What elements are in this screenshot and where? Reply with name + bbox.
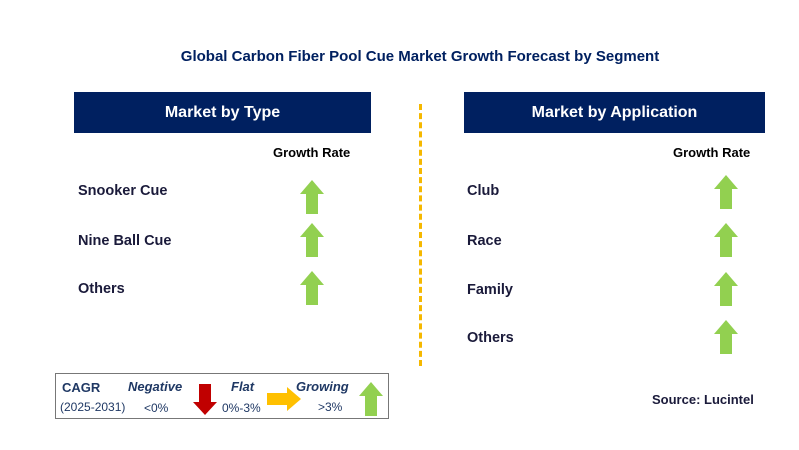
type-label-nine-ball-cue: Nine Ball Cue xyxy=(78,233,172,249)
dashed-divider xyxy=(419,104,422,366)
flat-right-arrow-icon xyxy=(267,387,301,411)
application-label-race: Race xyxy=(467,233,502,249)
growth-up-arrow-icon xyxy=(300,180,324,214)
legend-negative-label: Negative xyxy=(128,379,183,394)
legend-flat-range: 0%-3% xyxy=(222,401,261,415)
legend-negative-range: <0% xyxy=(144,401,169,415)
market-by-application-header: Market by Application xyxy=(464,92,765,133)
type-label-others: Others xyxy=(78,281,125,297)
market-by-type-header: Market by Type xyxy=(74,92,371,133)
growth-up-arrow-icon xyxy=(714,175,738,209)
legend-cagr: CAGR xyxy=(62,380,101,395)
growth-up-arrow-icon xyxy=(300,223,324,257)
cagr-legend: CAGR (2025-2031) Negative <0% Flat 0%-3%… xyxy=(55,373,389,419)
application-label-family: Family xyxy=(467,282,513,298)
growth-up-arrow-icon xyxy=(714,223,738,257)
negative-down-arrow-icon xyxy=(193,384,217,415)
chart-title: Global Carbon Fiber Pool Cue Market Grow… xyxy=(180,48,660,65)
growth-up-arrow-icon xyxy=(300,271,324,305)
growing-up-arrow-icon xyxy=(359,382,383,416)
growth-up-arrow-icon xyxy=(714,272,738,306)
application-label-club: Club xyxy=(467,183,500,199)
legend-growing-label: Growing xyxy=(296,379,349,394)
source-label: Source: Lucintel xyxy=(652,392,754,407)
legend-flat-label: Flat xyxy=(231,379,255,394)
type-label-snooker-cue: Snooker Cue xyxy=(78,183,168,199)
legend-period: (2025-2031) xyxy=(60,400,126,414)
type-growth-rate-label: Growth Rate xyxy=(273,145,351,160)
legend-growing-range: >3% xyxy=(318,400,343,414)
application-growth-rate-label: Growth Rate xyxy=(673,145,751,160)
growth-up-arrow-icon xyxy=(714,320,738,354)
application-label-others: Others xyxy=(467,330,514,346)
